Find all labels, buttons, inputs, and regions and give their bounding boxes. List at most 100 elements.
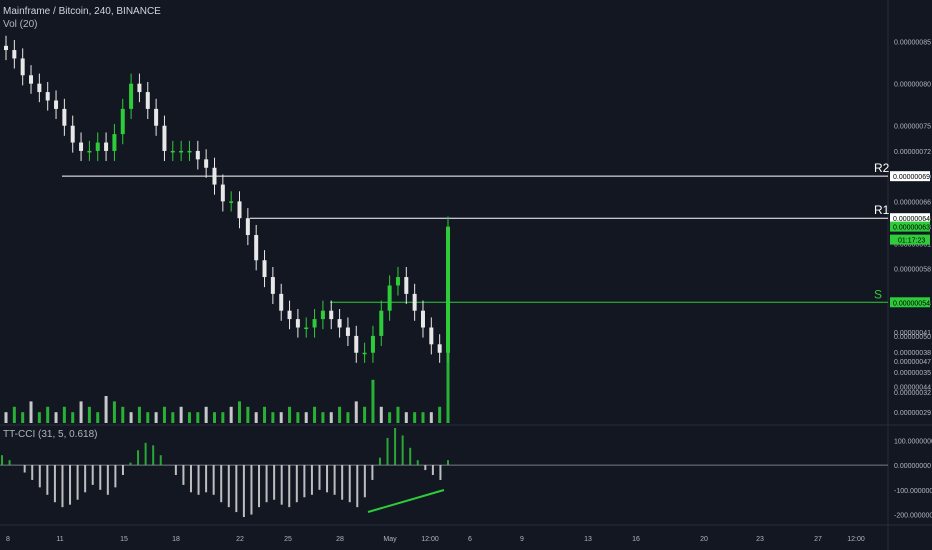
volume-bar: [4, 412, 8, 423]
candle-body: [429, 327, 434, 345]
volume-bar: [238, 401, 242, 423]
candle-body: [70, 125, 75, 143]
candle-body: [370, 335, 375, 353]
volume-bar: [446, 315, 450, 423]
candle-body: [120, 108, 125, 135]
volume-bar: [137, 406, 141, 423]
volume-tick-label: 0.00000038: [894, 350, 931, 357]
candle-body: [112, 134, 117, 151]
volume-bar: [396, 406, 400, 423]
cci-tick-label: 0.00000000: [894, 463, 931, 470]
volume-bar: [338, 406, 342, 423]
volume-bar: [271, 412, 275, 423]
volume-bar: [296, 412, 300, 423]
volume-bar: [212, 412, 216, 423]
candle-body: [187, 150, 192, 153]
price-tick-label: 0.00000066: [894, 199, 931, 206]
candle-body: [412, 293, 417, 311]
time-tick-label: 9: [520, 536, 524, 543]
price-tick-label: 0.00000047: [894, 359, 931, 366]
volume-bar: [37, 412, 41, 423]
candle-body: [4, 45, 8, 51]
cci-tick-label: 100.00000000: [894, 438, 932, 445]
time-tick-label: 16: [632, 536, 640, 543]
time-tick-label: 6: [468, 536, 472, 543]
candle-body: [337, 319, 342, 328]
candle-body: [345, 327, 350, 336]
candle-body: [29, 75, 34, 84]
level-label-r1: R1: [874, 203, 890, 217]
volume-bar: [121, 406, 125, 423]
volume-bar: [29, 401, 33, 423]
candle-body: [245, 218, 250, 236]
volume-bar: [379, 406, 383, 423]
volume-bar: [62, 406, 66, 423]
time-tick-label: 23: [756, 536, 764, 543]
candle-body: [37, 83, 42, 93]
volume-indicator-label: Vol (20): [3, 19, 38, 30]
candle-body: [262, 260, 267, 278]
price-tick-label: 0.00000085: [894, 40, 931, 47]
candle-body: [387, 285, 392, 311]
volume-bar: [162, 406, 166, 423]
price-tick-label: 0.00000072: [894, 149, 931, 156]
volume-bar: [429, 412, 433, 423]
countdown-tag: [890, 234, 930, 245]
candle-body: [312, 319, 317, 328]
candle-body: [129, 83, 134, 109]
volume-bar: [54, 412, 58, 423]
candle-body: [137, 83, 142, 93]
time-tick-label: 27: [814, 536, 822, 543]
cci-indicator-label: TT-CCI (31, 5, 0.618): [3, 429, 98, 440]
price-tick-label: 0.00000050: [894, 334, 931, 341]
time-tick-label: 13: [584, 536, 592, 543]
price-tick-label: 0.00000061: [894, 241, 931, 248]
candle-body: [287, 310, 292, 320]
cci-tick-label: -100.00000000: [894, 488, 932, 495]
price-tick-label: 0.00000044: [894, 384, 931, 391]
volume-bar: [129, 412, 133, 423]
volume-tick-label: 0.00000035: [894, 370, 931, 377]
candle-body: [79, 142, 84, 151]
volume-bar: [46, 406, 50, 423]
candle-body: [304, 327, 309, 330]
volume-bar: [421, 412, 425, 423]
volume-bar: [313, 406, 317, 423]
volume-bar: [388, 412, 392, 423]
time-tick-label: 12:00: [847, 536, 865, 543]
candle-body: [404, 277, 409, 294]
price-tag-r1: [890, 213, 930, 224]
volume-tick-label: 0.00000029: [894, 410, 931, 417]
time-tick-label: May: [383, 536, 397, 543]
time-tick-label: 20: [700, 536, 708, 543]
candle-body: [95, 142, 100, 151]
volume-bar: [96, 412, 100, 423]
volume-bar: [79, 401, 83, 423]
volume-bar: [12, 406, 16, 423]
last-price-tag-text: 0.00000063: [893, 225, 930, 232]
price-tag-s: [890, 297, 930, 308]
volume-bar: [104, 396, 108, 423]
volume-bar: [187, 412, 191, 423]
price-tag-text-r1: 0.00000064: [893, 216, 930, 223]
candle-body: [45, 92, 50, 101]
volume-bar: [146, 412, 150, 423]
candle-body: [379, 310, 384, 336]
time-tick-label: 25: [284, 536, 292, 543]
countdown-tag-text: 01:17:23: [898, 238, 925, 245]
candle-body: [87, 150, 92, 153]
price-tick-label: 0.00000080: [894, 82, 931, 89]
volume-bar: [438, 406, 442, 423]
volume-bar: [363, 406, 367, 423]
volume-bar: [288, 406, 292, 423]
last-price-tag: [890, 221, 930, 232]
volume-bar: [21, 412, 25, 423]
candle-body: [162, 125, 167, 151]
chart-title: Mainframe / Bitcoin, 240, BINANCE: [3, 6, 161, 17]
volume-bar: [87, 406, 91, 423]
level-label-s: S: [874, 287, 882, 301]
candle-body: [229, 201, 234, 203]
candle-body: [295, 319, 300, 328]
time-tick-label: 11: [56, 536, 63, 543]
